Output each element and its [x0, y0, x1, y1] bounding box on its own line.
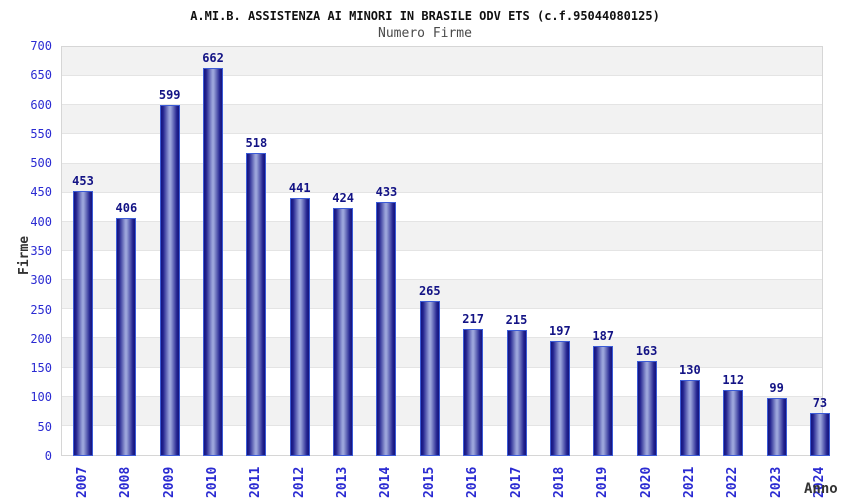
- bar-value-label: 197: [549, 323, 571, 338]
- x-tick-label: 2017: [508, 466, 524, 498]
- x-tick-label: 2011: [248, 466, 264, 498]
- y-tick-label: 50: [37, 419, 52, 434]
- y-tick-label: 450: [30, 185, 52, 200]
- x-tick-label: 2007: [75, 466, 90, 498]
- bar-value-label: 130: [679, 362, 701, 377]
- y-tick-label: 550: [30, 126, 52, 141]
- bar-value-label: 112: [722, 373, 745, 388]
- bar-value-label: 99: [769, 381, 784, 395]
- bar-value-label: 441: [288, 180, 311, 195]
- y-tick-label: 300: [30, 273, 52, 288]
- bar-2024: [809, 413, 830, 456]
- bar-2018: [549, 340, 570, 456]
- x-tick-label: 2012: [291, 466, 307, 498]
- y-tick-label: 350: [30, 244, 52, 258]
- grid-band: [62, 76, 822, 106]
- x-tick-label: 2016: [465, 466, 481, 498]
- grid-band: [62, 47, 822, 77]
- x-tick-label: 2013: [335, 466, 351, 498]
- bar-2012: [289, 197, 310, 456]
- y-tick-label: 500: [30, 156, 52, 171]
- grid-band: [62, 105, 822, 135]
- x-tick-label: 2008: [118, 466, 134, 498]
- chart-title: A.MI.B. ASSISTENZA AI MINORI IN BRASILE …: [190, 9, 660, 23]
- grid-band: [62, 163, 822, 193]
- y-tick-label: 200: [30, 331, 52, 346]
- x-tick-label: 2019: [595, 466, 611, 498]
- bar-value-label: 73: [812, 396, 828, 411]
- x-tick-label: 2018: [551, 466, 567, 498]
- y-tick-label: 650: [30, 68, 52, 83]
- bar-2015: [419, 300, 440, 456]
- bar-2008: [116, 218, 137, 456]
- bar-value-label: 453: [72, 173, 94, 188]
- x-tick-label: 2023: [768, 466, 784, 498]
- bar-2019: [593, 346, 614, 456]
- bar-2023: [766, 398, 787, 456]
- bar-value-label: 518: [245, 135, 268, 150]
- x-tick-label: 2015: [421, 466, 437, 498]
- bar-2007: [73, 190, 93, 456]
- grid-band: [62, 251, 822, 281]
- bar-value-label: 406: [115, 201, 138, 216]
- bar-2013: [333, 207, 354, 456]
- bar-value-label: 424: [332, 190, 354, 205]
- x-axis-label: Anno: [804, 481, 838, 497]
- x-tick-label: 2014: [378, 466, 394, 498]
- y-tick-label: 100: [30, 390, 52, 405]
- grid-band: [62, 338, 822, 368]
- y-tick-label: 600: [30, 97, 52, 112]
- x-tick-label: 2009: [161, 466, 177, 498]
- bar-value-label: 599: [158, 88, 181, 103]
- grid-band: [62, 309, 822, 339]
- x-tick-label: 2021: [681, 466, 697, 498]
- bar-2021: [679, 379, 700, 456]
- bar-value-label: 187: [592, 329, 615, 344]
- grid-band: [62, 192, 822, 222]
- grid-band: [62, 134, 822, 164]
- bar-value-label: 163: [635, 343, 658, 358]
- y-tick-label: 150: [30, 361, 52, 376]
- bar-2020: [636, 360, 657, 456]
- grid-band: [62, 221, 822, 251]
- x-tick-label: 2022: [725, 466, 741, 498]
- bar-2010: [203, 68, 224, 456]
- bar-2014: [376, 202, 397, 456]
- x-tick-label: 2010: [205, 466, 221, 498]
- grid-band: [62, 280, 822, 310]
- chart-subtitle: Numero Firme: [378, 26, 472, 41]
- bar-value-label: 265: [418, 283, 441, 298]
- bar-2022: [723, 390, 744, 456]
- plot-area: [61, 46, 823, 456]
- bar-2017: [506, 330, 527, 456]
- bar-value-label: 215: [505, 313, 528, 328]
- y-tick-label: 0: [44, 449, 52, 463]
- y-tick-label: 400: [30, 214, 52, 229]
- y-tick-label: 700: [30, 39, 52, 53]
- bar-value-label: 662: [202, 51, 224, 66]
- y-tick-label: 250: [30, 302, 52, 317]
- bar-2011: [246, 152, 267, 456]
- bar-value-label: 433: [375, 185, 398, 200]
- x-tick-label: 2020: [638, 466, 654, 498]
- bar-2016: [463, 328, 484, 456]
- bar-2009: [159, 105, 180, 456]
- bar-value-label: 217: [462, 311, 484, 326]
